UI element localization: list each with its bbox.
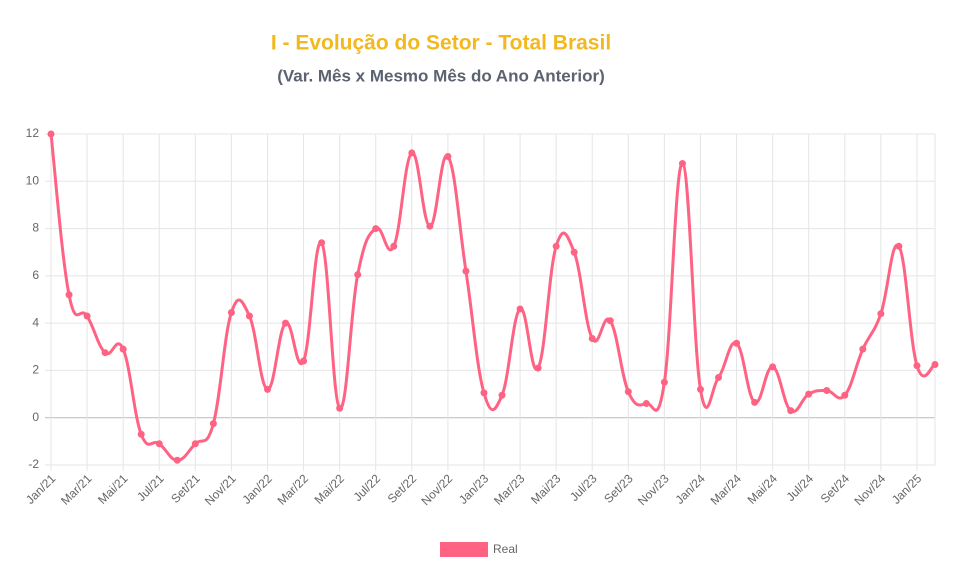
point: [606, 317, 614, 325]
point: [859, 345, 867, 353]
point: [624, 388, 632, 396]
chart-subtitle: (Var. Mês x Mesmo Mês do Ano Anterior): [277, 66, 604, 85]
point: [426, 222, 434, 230]
point: [552, 242, 560, 250]
point: [841, 391, 849, 399]
point: [696, 385, 704, 393]
point: [642, 400, 650, 408]
point: [354, 271, 362, 279]
point: [678, 160, 686, 168]
y-tick-label: 2: [32, 363, 39, 377]
point: [263, 385, 271, 393]
point: [173, 456, 181, 464]
point: [913, 362, 921, 370]
point: [588, 335, 596, 343]
point: [787, 407, 795, 415]
point: [372, 225, 380, 233]
point: [823, 387, 831, 395]
point: [65, 291, 73, 299]
point: [769, 363, 777, 371]
point: [336, 404, 344, 412]
point: [534, 364, 542, 372]
y-tick-label: 4: [32, 315, 39, 329]
point: [408, 149, 416, 157]
point: [498, 391, 506, 399]
point: [733, 339, 741, 347]
point: [895, 242, 903, 250]
point: [227, 309, 235, 317]
point: [480, 389, 488, 397]
point: [516, 305, 524, 313]
chart-title: I - Evolução do Setor - Total Brasil: [271, 32, 611, 55]
point: [119, 345, 127, 353]
legend-label: Real: [493, 542, 518, 556]
point: [660, 378, 668, 386]
point: [300, 357, 308, 365]
y-tick-label: 10: [26, 173, 40, 187]
point: [570, 248, 578, 256]
point: [931, 361, 939, 369]
point: [444, 152, 452, 160]
point: [282, 319, 290, 327]
point: [155, 440, 163, 448]
point: [101, 349, 109, 357]
point: [137, 430, 145, 438]
point: [47, 130, 55, 138]
y-tick-label: 6: [32, 268, 39, 282]
point: [805, 390, 813, 398]
y-tick-label: 0: [32, 410, 39, 424]
point: [877, 310, 885, 318]
point: [209, 420, 217, 428]
point: [191, 440, 199, 448]
y-tick-label: 8: [32, 221, 39, 235]
point: [462, 267, 470, 275]
y-tick-label: 12: [26, 126, 40, 140]
point: [245, 312, 253, 320]
legend-swatch: [440, 542, 488, 557]
y-tick-label: -2: [28, 457, 39, 471]
point: [390, 242, 398, 250]
point: [715, 374, 723, 382]
point: [318, 239, 326, 247]
point: [83, 312, 91, 320]
point: [751, 398, 759, 406]
